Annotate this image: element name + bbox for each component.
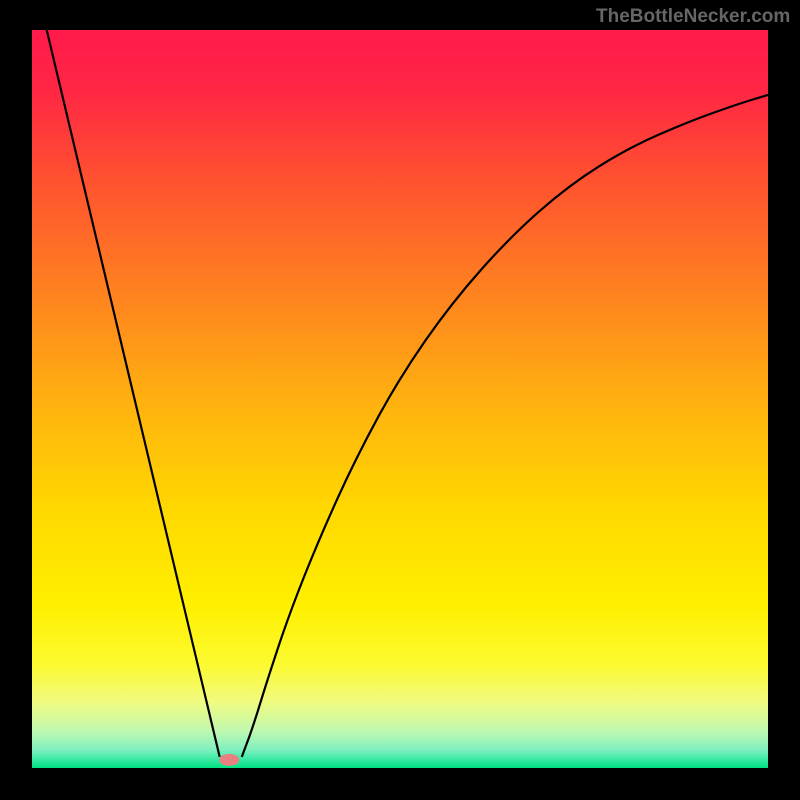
optimum-marker — [219, 754, 239, 766]
chart-svg — [0, 0, 800, 800]
chart-container: TheBottleNecker.com — [0, 0, 800, 800]
bottleneck-curve — [47, 30, 768, 757]
watermark-text: TheBottleNecker.com — [596, 6, 790, 28]
